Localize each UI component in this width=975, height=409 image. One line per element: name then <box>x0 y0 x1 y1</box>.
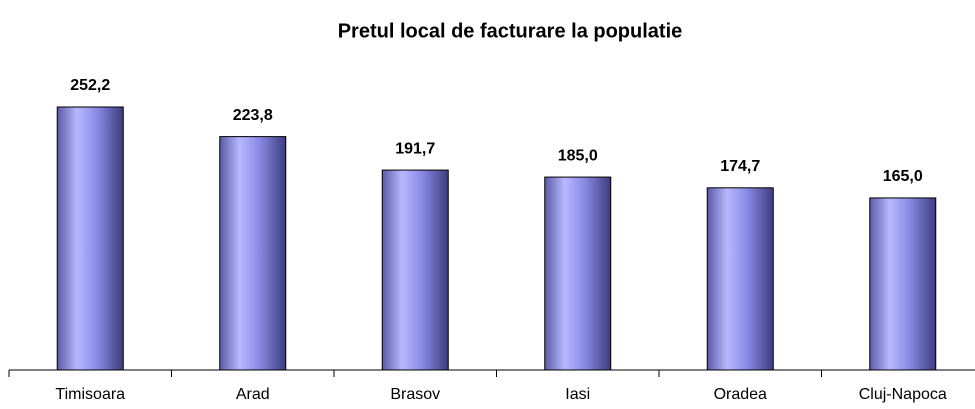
data-label: 191,7 <box>395 140 435 157</box>
x-tick-label: Cluj-Napoca <box>859 386 947 403</box>
bar <box>219 136 287 371</box>
data-label: 223,8 <box>233 107 273 124</box>
data-label: 165,0 <box>883 168 923 185</box>
data-label: 185,0 <box>558 147 598 164</box>
x-tick-label: Arad <box>236 386 270 403</box>
x-tick-label: Iasi <box>565 386 590 403</box>
chart-title: Pretul local de facturare la populatie <box>338 20 683 42</box>
bar <box>544 176 612 371</box>
x-tick-label: Oradea <box>714 386 767 403</box>
bar <box>381 169 449 371</box>
bar <box>56 106 124 371</box>
data-label: 174,7 <box>720 158 760 175</box>
data-label: 252,2 <box>70 77 110 94</box>
bar <box>706 187 774 371</box>
x-tick-label: Timisoara <box>55 386 125 403</box>
x-tick-label: Brasov <box>390 386 440 403</box>
bar <box>869 197 937 371</box>
